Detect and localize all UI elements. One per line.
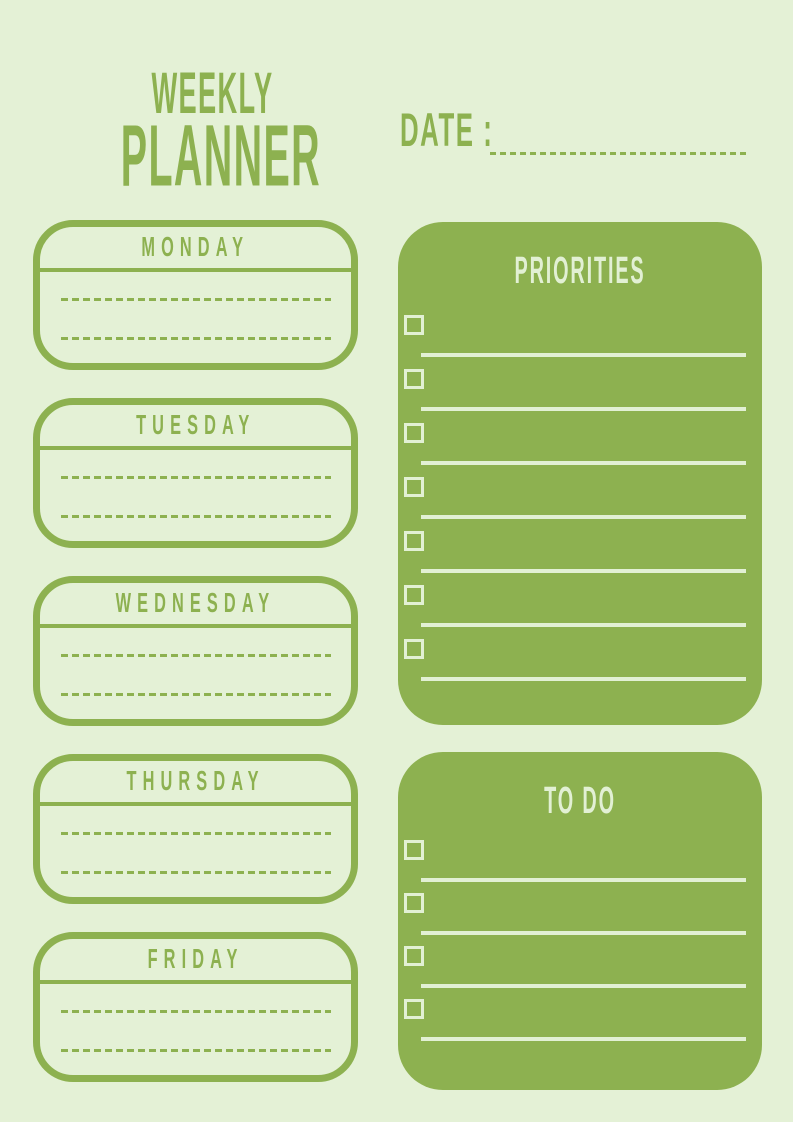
todo-write-line[interactable] [421,1037,746,1041]
day-card-header: TUESDAY [40,405,351,446]
day-header-divider [40,268,351,272]
todo-item [398,893,762,946]
day-note-lines [40,654,351,696]
note-line[interactable] [60,298,331,301]
priority-item [398,477,762,531]
day-card-wednesday: WEDNESDAY [33,576,358,726]
priority-write-line[interactable] [421,623,746,627]
priority-item [398,369,762,423]
todo-panel: TO DO [398,752,762,1090]
note-line[interactable] [60,337,331,340]
todo-checkbox[interactable] [404,946,424,966]
note-line[interactable] [60,1010,331,1013]
day-card-monday: MONDAY [33,220,358,370]
panel-column: PRIORITIES [398,222,762,1090]
priority-item [398,423,762,477]
planner-title-line1: WEEKLY [151,62,274,126]
priority-checkbox[interactable] [404,639,424,659]
todo-checkbox[interactable] [404,840,424,860]
day-name-label: TUESDAY [135,409,256,441]
todo-checkbox[interactable] [404,893,424,913]
priority-write-line[interactable] [421,461,746,465]
priority-checkbox[interactable] [404,315,424,335]
priority-checkbox[interactable] [404,531,424,551]
todo-item [398,840,762,893]
date-label: DATE : [400,104,494,158]
day-header-divider [40,446,351,450]
note-line[interactable] [60,693,331,696]
priorities-panel: PRIORITIES [398,222,762,725]
todo-item [398,946,762,999]
note-line[interactable] [60,654,331,657]
day-name-label: WEDNESDAY [115,587,276,619]
priority-write-line[interactable] [421,677,746,681]
day-card-friday: FRIDAY [33,932,358,1082]
day-card-header: WEDNESDAY [40,583,351,624]
day-note-lines [40,832,351,874]
priority-item [398,315,762,369]
day-card-tuesday: TUESDAY [33,398,358,548]
priority-item [398,585,762,639]
priority-checkbox[interactable] [404,477,424,497]
todo-title: TO DO [544,778,616,822]
priority-write-line[interactable] [421,407,746,411]
day-name-label: THURSDAY [126,765,265,797]
note-line[interactable] [60,871,331,874]
todo-write-line[interactable] [421,931,746,935]
todo-write-line[interactable] [421,984,746,988]
day-card-header: MONDAY [40,227,351,268]
day-name-label: FRIDAY [147,943,244,975]
day-name-label: MONDAY [141,231,250,263]
day-header-divider [40,802,351,806]
day-card-thursday: THURSDAY [33,754,358,904]
day-card-header: FRIDAY [40,939,351,980]
note-line[interactable] [60,476,331,479]
day-note-lines [40,476,351,518]
priority-item [398,531,762,585]
priority-write-line[interactable] [421,353,746,357]
todo-checkbox[interactable] [404,999,424,1019]
todo-write-line[interactable] [421,878,746,882]
priority-checkbox[interactable] [404,585,424,605]
note-line[interactable] [60,515,331,518]
day-header-divider [40,624,351,628]
priority-write-line[interactable] [421,515,746,519]
note-line[interactable] [60,832,331,835]
day-header-divider [40,980,351,984]
day-note-lines [40,1010,351,1052]
priority-write-line[interactable] [421,569,746,573]
priority-checkbox[interactable] [404,423,424,443]
weekday-column: MONDAY TUESDAY WEDNESDAY [33,220,358,1082]
todo-item [398,999,762,1052]
day-note-lines [40,298,351,340]
priority-checkbox[interactable] [404,369,424,389]
priorities-title: PRIORITIES [514,248,646,292]
day-card-header: THURSDAY [40,761,351,802]
priority-item [398,639,762,693]
planner-title-line2: PLANNER [120,107,321,206]
date-input-line[interactable] [490,152,746,155]
todo-items [398,840,762,1052]
note-line[interactable] [60,1049,331,1052]
priorities-items [398,315,762,693]
